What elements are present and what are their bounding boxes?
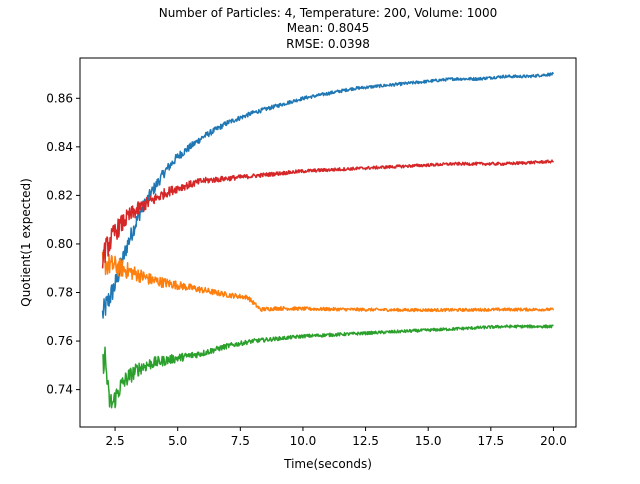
- chart-title-line-1: Number of Particles: 4, Temperature: 200…: [159, 6, 498, 20]
- series-line-2: [101, 251, 555, 313]
- y-tick-label: 0.78: [46, 286, 73, 300]
- y-tick-label: 0.84: [46, 140, 73, 154]
- x-tick-label: 15.0: [415, 434, 442, 448]
- x-tick-label: 2.5: [106, 434, 125, 448]
- x-tick-label: 5.0: [168, 434, 187, 448]
- y-axis-ticks: 0.74 0.76 0.78 0.80 0.82 0.84 0.86: [46, 91, 80, 397]
- y-tick-label: 0.74: [46, 383, 73, 397]
- series-line-1: [101, 71, 555, 319]
- series-line-4: [101, 159, 555, 269]
- x-tick-label: 10.0: [290, 434, 317, 448]
- y-tick-label: 0.80: [46, 237, 73, 251]
- chart-title-group: Number of Particles: 4, Temperature: 200…: [159, 6, 498, 51]
- chart-title-line-3: RMSE: 0.0398: [286, 37, 370, 51]
- y-tick-label: 0.86: [46, 91, 73, 105]
- x-axis-ticks: 2.5 5.0 7.5 10.0 12.5 15.0 17.5 20.0: [106, 427, 567, 448]
- series-line-3: [102, 324, 554, 409]
- plot-frame: [79, 57, 577, 428]
- y-tick-label: 0.82: [46, 188, 73, 202]
- chart-title-line-2: Mean: 0.8045: [287, 21, 370, 35]
- y-tick-label: 0.76: [46, 334, 73, 348]
- series-layer: [101, 71, 555, 409]
- x-tick-label: 20.0: [540, 434, 567, 448]
- x-tick-label: 12.5: [352, 434, 379, 448]
- y-axis-label: Quotient(1 expected): [19, 178, 33, 307]
- x-axis-label: Time(seconds): [283, 457, 372, 471]
- x-tick-label: 17.5: [477, 434, 504, 448]
- x-tick-label: 7.5: [231, 434, 250, 448]
